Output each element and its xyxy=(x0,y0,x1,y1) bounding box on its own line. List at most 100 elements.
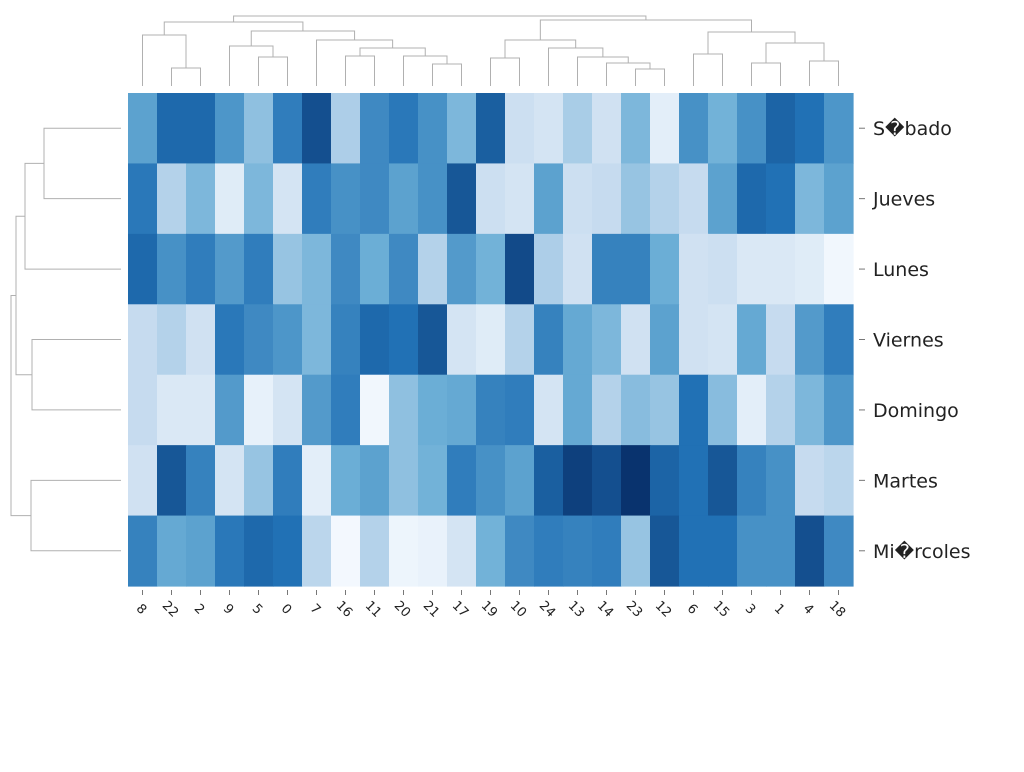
heatmap-cell xyxy=(621,374,651,446)
heatmap-cell xyxy=(766,233,796,305)
column-label: 24 xyxy=(536,598,558,620)
heatmap-cell xyxy=(128,374,158,446)
heatmap-cell xyxy=(389,445,419,517)
heatmap-cell xyxy=(621,163,651,235)
column-label: 17 xyxy=(449,598,471,620)
column-label: 6 xyxy=(684,601,700,617)
row-dendrogram-link xyxy=(43,127,121,200)
heatmap-cell xyxy=(331,515,361,587)
heatmap-cell xyxy=(418,163,448,235)
heatmap-cell xyxy=(302,93,332,165)
heatmap-cell xyxy=(360,93,390,165)
heatmap-cell xyxy=(157,374,187,446)
heatmap-cell xyxy=(360,515,390,587)
heatmap-cell xyxy=(766,304,796,376)
column-label: 10 xyxy=(507,598,529,620)
heatmap-cell xyxy=(766,93,796,165)
heatmap-cell xyxy=(389,93,419,165)
column-dendrogram-link xyxy=(233,15,647,22)
heatmap-cell xyxy=(215,163,245,235)
heatmap-cell xyxy=(679,445,709,517)
column-label: 11 xyxy=(362,598,384,620)
column-dendrogram-link xyxy=(635,68,665,86)
heatmap-cell xyxy=(331,304,361,376)
heatmap-cell xyxy=(534,93,564,165)
heatmap-cell xyxy=(824,304,854,376)
heatmap-cell xyxy=(418,374,448,446)
heatmap-cell xyxy=(650,515,680,587)
heatmap-cell xyxy=(592,233,622,305)
heatmap-cell xyxy=(244,515,274,587)
heatmap-cell xyxy=(563,163,593,235)
heatmap-cell xyxy=(273,374,303,446)
heatmap-cell xyxy=(505,445,535,517)
column-label: 19 xyxy=(478,598,500,620)
heatmap-cell xyxy=(215,93,245,165)
heatmap-cell xyxy=(215,304,245,376)
row-dendrogram-link xyxy=(24,162,121,270)
column-label: 4 xyxy=(800,601,816,617)
heatmap-cell xyxy=(650,233,680,305)
column-label: 9 xyxy=(220,601,236,617)
heatmap-cell xyxy=(766,163,796,235)
heatmap-cell xyxy=(331,445,361,517)
column-label: 5 xyxy=(249,601,265,617)
heatmap-cell xyxy=(795,445,825,517)
heatmap-cell xyxy=(505,93,535,165)
heatmap-cell xyxy=(766,445,796,517)
column-dendrogram-link xyxy=(258,56,288,86)
heatmap-cell xyxy=(360,445,390,517)
heatmap-cell xyxy=(476,374,506,446)
column-dendrogram-link xyxy=(345,55,375,86)
heatmap-cell xyxy=(244,374,274,446)
heatmap-cell xyxy=(534,163,564,235)
heatmap-cell xyxy=(737,233,767,305)
column-dendrogram-link xyxy=(316,39,394,86)
row-label: Lunes xyxy=(873,259,929,281)
column-label: 13 xyxy=(565,598,587,620)
heatmap-cell xyxy=(563,93,593,165)
heatmap-cell xyxy=(418,93,448,165)
heatmap-cell xyxy=(679,163,709,235)
heatmap-cell xyxy=(534,304,564,376)
heatmap-cell xyxy=(128,304,158,376)
heatmap-cell xyxy=(563,445,593,517)
heatmap-cell xyxy=(621,93,651,165)
heatmap-cell xyxy=(273,445,303,517)
heatmap-cell xyxy=(331,233,361,305)
row-dendrogram-link xyxy=(10,294,31,517)
heatmap-cell xyxy=(389,515,419,587)
heatmap-cell xyxy=(534,515,564,587)
column-label: 18 xyxy=(826,598,848,620)
column-label: 20 xyxy=(391,598,413,620)
heatmap-cell xyxy=(447,515,477,587)
row-label: Jueves xyxy=(872,189,935,211)
heatmap-cell xyxy=(360,374,390,446)
heatmap-cell xyxy=(331,163,361,235)
heatmap-cell xyxy=(534,233,564,305)
row-label: Martes xyxy=(873,470,938,492)
heatmap-cell xyxy=(650,374,680,446)
column-dendrogram-link xyxy=(809,60,839,86)
heatmap-cell xyxy=(650,304,680,376)
column-dendrogram-link xyxy=(432,63,462,86)
heatmap-cell xyxy=(505,374,535,446)
heatmap-cell xyxy=(128,515,158,587)
heatmap-cell xyxy=(592,163,622,235)
heatmap-cell xyxy=(244,445,274,517)
heatmap-cell xyxy=(650,445,680,517)
heatmap-cell xyxy=(476,93,506,165)
heatmap-cell xyxy=(795,233,825,305)
heatmap-cell xyxy=(708,304,738,376)
heatmap-cell xyxy=(824,515,854,587)
row-dendrogram-link xyxy=(30,479,121,552)
heatmap-cell xyxy=(331,93,361,165)
column-dendrogram-link xyxy=(250,30,356,46)
column-dendrogram-link xyxy=(765,42,825,63)
heatmap-cell xyxy=(592,515,622,587)
heatmap-cell xyxy=(737,93,767,165)
row-label: Domingo xyxy=(873,400,959,422)
heatmap-cell xyxy=(186,93,216,165)
heatmap-cell xyxy=(273,163,303,235)
